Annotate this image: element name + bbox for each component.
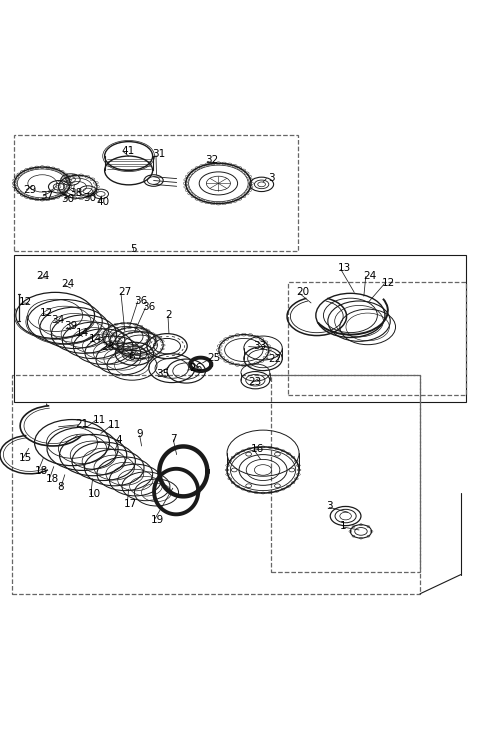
Text: 35: 35	[156, 369, 170, 379]
Text: 29: 29	[23, 185, 36, 195]
Text: 4: 4	[115, 435, 122, 445]
Text: 20: 20	[297, 287, 310, 298]
Text: 36: 36	[134, 295, 148, 306]
Text: 25: 25	[207, 353, 221, 363]
Text: 24: 24	[363, 271, 376, 280]
Text: 32: 32	[205, 155, 218, 166]
Text: 23: 23	[249, 377, 262, 386]
Text: 9: 9	[136, 430, 143, 439]
Text: 1: 1	[340, 521, 347, 531]
Text: 34: 34	[51, 315, 65, 325]
Text: 12: 12	[40, 307, 53, 318]
Text: 16: 16	[251, 444, 264, 454]
Text: 39: 39	[64, 322, 77, 331]
Text: 18: 18	[46, 474, 60, 483]
Text: 30: 30	[84, 193, 96, 203]
Text: 11: 11	[93, 415, 106, 424]
Text: 26: 26	[190, 363, 203, 373]
Text: 22: 22	[268, 354, 281, 363]
Text: 41: 41	[121, 145, 134, 156]
Text: 21: 21	[75, 419, 89, 430]
Text: 31: 31	[152, 149, 165, 159]
Text: 24: 24	[36, 271, 49, 281]
Text: 30: 30	[61, 194, 74, 204]
Text: 10: 10	[87, 489, 100, 499]
Text: 40: 40	[96, 197, 109, 207]
Text: 11: 11	[108, 420, 121, 430]
Text: 12: 12	[19, 297, 33, 307]
Text: 5: 5	[131, 244, 137, 254]
Text: 24: 24	[61, 279, 75, 289]
Text: 37: 37	[40, 191, 53, 201]
Text: 17: 17	[124, 499, 137, 509]
Text: 12: 12	[382, 278, 395, 288]
Text: 3: 3	[326, 501, 333, 512]
Text: 2: 2	[166, 310, 172, 320]
Text: 7: 7	[170, 433, 177, 444]
Text: 3: 3	[268, 172, 275, 183]
Text: 15: 15	[19, 454, 33, 463]
Text: 27: 27	[118, 287, 132, 298]
Text: 19: 19	[151, 515, 165, 525]
Text: 14: 14	[89, 334, 102, 345]
Text: 8: 8	[58, 482, 64, 492]
Text: 18: 18	[35, 466, 48, 477]
Text: 33: 33	[253, 341, 267, 351]
Text: 28: 28	[101, 342, 114, 351]
Text: 13: 13	[338, 263, 351, 273]
Text: 14: 14	[76, 328, 89, 338]
Text: 6: 6	[129, 351, 135, 362]
Text: 36: 36	[142, 302, 156, 312]
Text: 38: 38	[70, 187, 83, 198]
